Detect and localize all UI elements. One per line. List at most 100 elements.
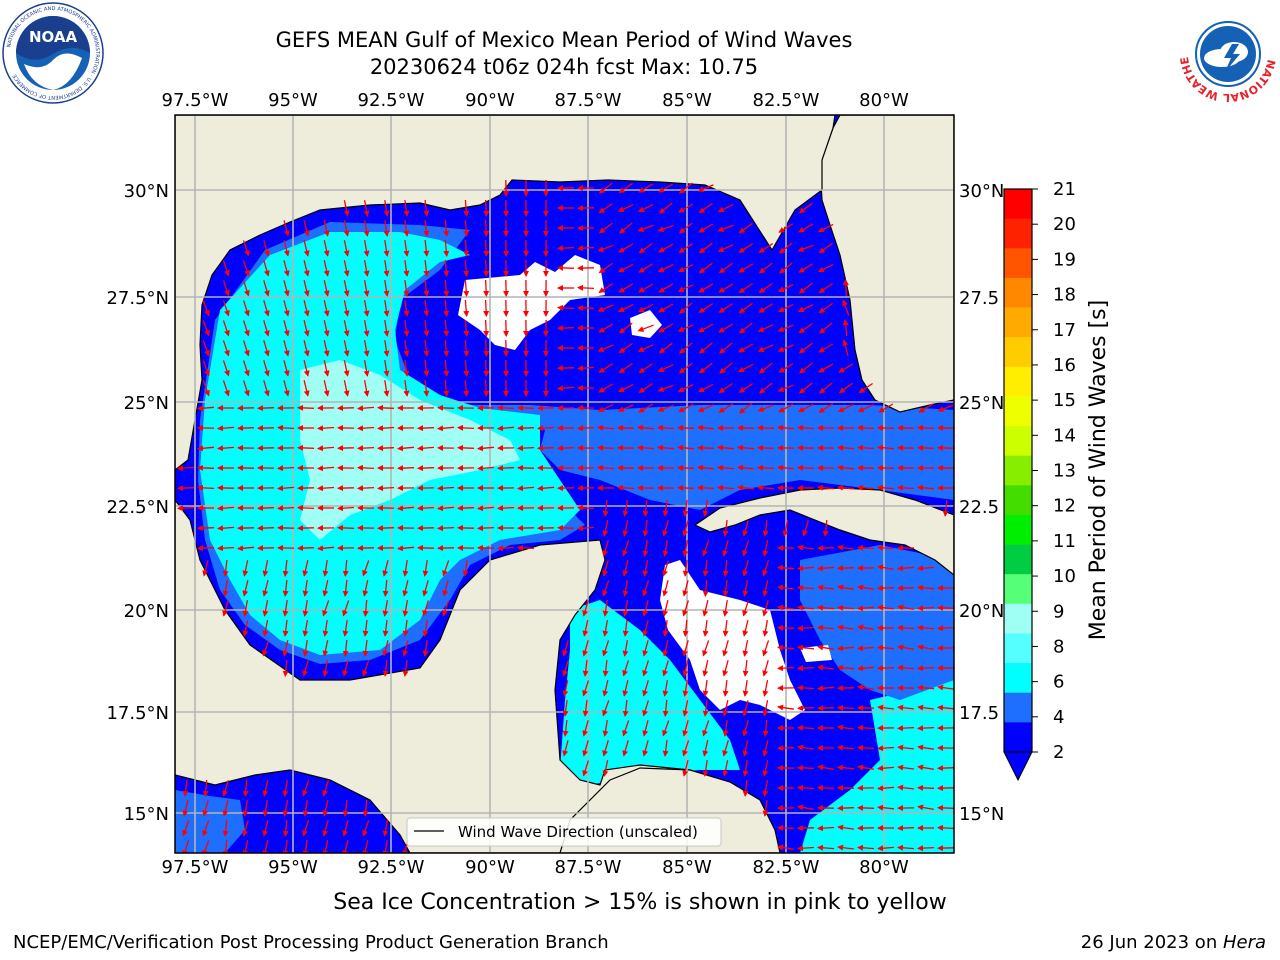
wave-arrow: [917, 784, 935, 791]
wave-arrow: [722, 599, 729, 617]
wave-arrow: [242, 260, 250, 277]
wave-arrow: [342, 660, 349, 677]
wave-arrow: [637, 424, 655, 431]
wave-arrow: [443, 299, 450, 317]
wave-arrow: [343, 220, 350, 237]
wave-arrow: [897, 825, 915, 832]
wave-arrow: [837, 784, 855, 791]
wave-arrow: [718, 303, 734, 313]
wave-arrow: [422, 600, 430, 617]
wave-arrow: [598, 222, 613, 234]
wave-arrow: [302, 660, 309, 677]
wave-arrow: [937, 604, 954, 611]
wave-arrow: [363, 219, 370, 237]
wave-arrow: [917, 764, 935, 771]
wave-arrow: [618, 283, 634, 293]
wave-arrow: [837, 824, 854, 831]
wave-arrow: [182, 840, 190, 853]
wave-arrow: [642, 600, 649, 617]
wave-arrow: [362, 799, 369, 817]
lon-tick-bottom: 80°W: [859, 857, 909, 878]
wave-arrow: [582, 620, 589, 637]
wave-arrow: [782, 520, 789, 537]
wave-arrow: [222, 780, 229, 797]
wave-arrow: [722, 540, 729, 557]
wave-arrow: [682, 520, 689, 537]
wave-arrow: [517, 544, 535, 551]
wave-arrow: [762, 779, 769, 797]
wave-arrow: [778, 223, 794, 233]
wave-arrow: [557, 245, 575, 252]
wave-arrow: [797, 544, 814, 551]
lat-tick-right: 30°N: [959, 181, 1004, 202]
wave-arrow: [817, 223, 834, 233]
wave-arrow: [778, 403, 794, 413]
wave-arrow: [738, 363, 754, 373]
wave-arrow: [738, 222, 753, 234]
wave-arrow: [537, 425, 555, 432]
lon-tick-top: 87.5°W: [555, 90, 622, 111]
wave-arrow: [622, 520, 629, 537]
wave-arrow: [237, 425, 255, 432]
colorbar-tick-label: 6: [1053, 672, 1064, 693]
wave-arrow: [682, 720, 689, 737]
wave-arrow: [662, 620, 669, 637]
wave-arrow: [302, 619, 309, 637]
wave-arrow: [857, 624, 875, 631]
wave-arrow: [622, 720, 630, 737]
wave-arrow: [702, 560, 709, 577]
map-subtitle: 20230624 t06z 024h fcst Max: 10.75: [369, 55, 759, 79]
wave-arrow: [698, 223, 714, 233]
colorbar-swatch: [1004, 307, 1032, 338]
wave-arrow: [222, 559, 229, 577]
wave-arrow: [842, 339, 849, 356]
lat-tick-left: 17.5°N: [106, 703, 169, 724]
wave-arrow: [562, 680, 569, 697]
wave-arrow: [837, 565, 855, 572]
lon-tick-top: 80°W: [859, 90, 909, 111]
wave-arrow: [762, 560, 770, 577]
sea-ice-note: Sea Ice Concentration > 15% is shown in …: [333, 890, 947, 915]
colorbar-swatch: [1004, 189, 1032, 220]
wave-arrow: [702, 740, 709, 757]
wave-arrow: [722, 520, 729, 537]
wave-arrow: [442, 580, 449, 597]
wave-arrow: [742, 660, 749, 677]
wave-arrow: [602, 760, 609, 777]
wave-arrow: [837, 444, 855, 451]
wave-arrow: [757, 424, 775, 431]
colorbar-swatch: [1004, 603, 1032, 634]
wave-arrow: [317, 425, 335, 432]
wave-arrow: [282, 659, 289, 677]
lon-tick-top: 92.5°W: [358, 90, 425, 111]
wave-arrow: [242, 560, 249, 577]
wave-arrow: [202, 820, 210, 837]
colorbar-tick-label: 17: [1053, 320, 1076, 341]
wave-arrow: [383, 320, 390, 337]
wave-arrow: [323, 300, 330, 317]
lon-tick-bottom: 90°W: [465, 857, 515, 878]
wave-arrow: [817, 624, 835, 631]
wave-arrow: [837, 645, 855, 652]
wave-arrow: [402, 580, 409, 597]
wave-arrow: [817, 545, 835, 552]
wave-arrow: [798, 403, 814, 413]
wave-arrow: [322, 659, 329, 677]
wave-arrow: [242, 800, 249, 817]
wave-arrow: [262, 840, 269, 853]
wave-arrow: [357, 445, 375, 452]
wave-arrow: [698, 303, 714, 313]
wave-arrow: [817, 584, 834, 591]
wave-arrow: [662, 699, 669, 717]
wave-arrow: [719, 342, 733, 354]
wave-arrow: [679, 342, 693, 354]
wave-arrow: [762, 640, 770, 657]
wave-arrow: [937, 704, 954, 711]
wave-arrow: [303, 240, 310, 257]
wave-arrow: [222, 380, 230, 397]
wave-arrow: [477, 465, 495, 472]
wave-arrow: [742, 579, 749, 597]
wave-arrow: [463, 239, 470, 257]
wave-arrow: [937, 424, 954, 431]
wave-arrow: [698, 323, 714, 333]
